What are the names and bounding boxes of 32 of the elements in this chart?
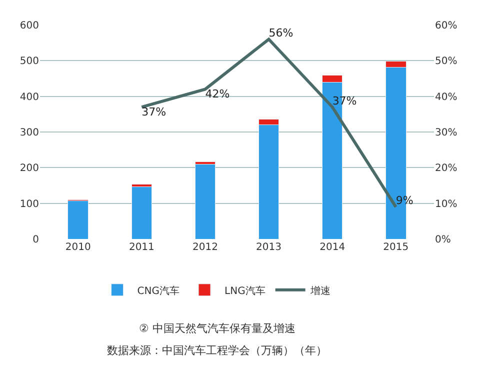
y-tick-label: 100 xyxy=(20,198,39,210)
y2-tick-label: 10% xyxy=(435,198,458,210)
bar xyxy=(68,200,89,239)
text: ② 中国天然气汽车保有量及增速 xyxy=(139,322,296,335)
x-tick-label: 2014 xyxy=(320,242,346,253)
y2-tick-label: 0% xyxy=(435,234,451,246)
bar xyxy=(131,186,152,239)
x-tick-label: 2015 xyxy=(383,242,409,253)
legend-label: CNG汽车 xyxy=(137,284,180,297)
y2-tick-label: 30% xyxy=(435,128,458,138)
y-tick-label: 0 xyxy=(32,234,39,246)
y-tick-label: 600 xyxy=(20,20,39,32)
x-tick-label: 2013 xyxy=(256,242,282,253)
legend-label: LNG汽车 xyxy=(224,284,266,297)
x-tick-label: 2011 xyxy=(128,242,154,253)
y2-tick-label: 60% xyxy=(435,20,458,32)
data-label: 37% xyxy=(142,105,166,118)
x-tick-label: 2012 xyxy=(192,242,218,253)
source-note: 数据来源：中国汽车工程学会（万辆）（年） xyxy=(107,344,327,357)
x-tick-label: 2010 xyxy=(65,242,91,253)
line-series xyxy=(140,38,398,208)
data-label: 56% xyxy=(268,26,294,40)
y-tick-label: 300 xyxy=(20,128,39,138)
legend-label: 增速 xyxy=(309,284,330,297)
y2-tick-label: 20% xyxy=(435,163,458,174)
bar xyxy=(194,164,216,239)
y2-tick-label: 40% xyxy=(435,92,458,103)
y-tick-label: 500 xyxy=(20,56,39,68)
y2-tick-label: 50% xyxy=(435,56,458,68)
y-tick-label: 200 xyxy=(20,163,39,174)
y-tick-label: 400 xyxy=(20,92,39,103)
data-label: 42% xyxy=(205,87,230,100)
